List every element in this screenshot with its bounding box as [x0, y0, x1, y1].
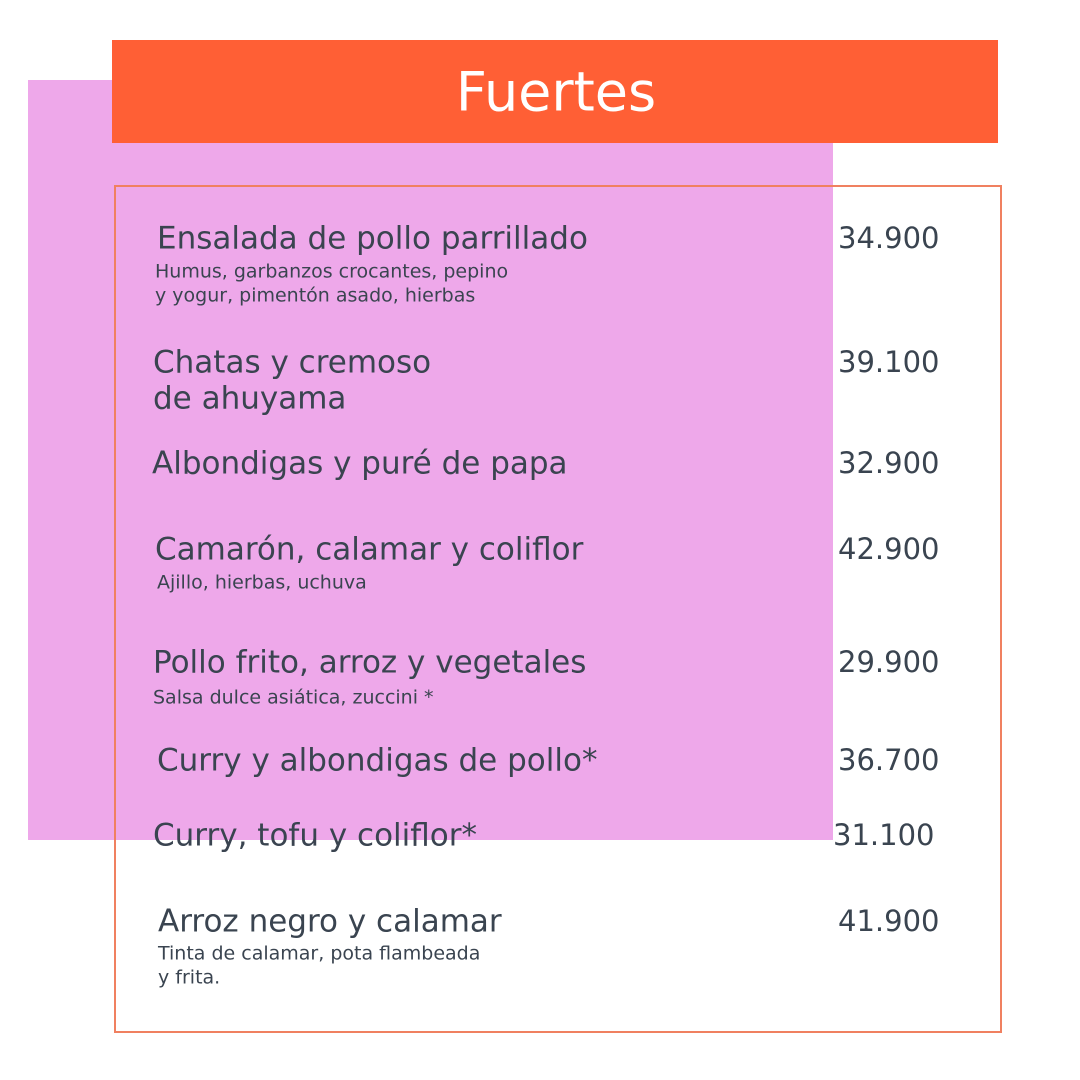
dish-description: Tinta de calamar, pota flambeada: [157, 943, 480, 965]
dish-name: de ahuyama: [153, 381, 346, 417]
dish-name: Curry y albondigas de pollo*: [157, 743, 597, 779]
menu-title: Fuertes: [456, 61, 656, 124]
dish-price: 31.100: [833, 818, 934, 852]
dish-description: Salsa dulce asiática, zuccini *: [153, 687, 434, 709]
dish-name: Chatas y cremoso: [153, 345, 431, 381]
dish-price: 34.900: [838, 221, 939, 255]
dish-description: Ajillo, hierbas, uchuva: [157, 572, 367, 594]
dish-name: Albondigas y puré de papa: [152, 446, 568, 482]
dish-description: y yogur, pimentón asado, hierbas: [155, 285, 475, 307]
dish-price: 41.900: [838, 904, 939, 938]
dish-price: 29.900: [838, 645, 939, 679]
dish-price: 39.100: [838, 345, 939, 379]
dish-description: Humus, garbanzos crocantes, pepino: [155, 261, 508, 283]
dish-name: Pollo frito, arroz y vegetales: [153, 645, 586, 681]
menu-frame: [114, 185, 1002, 1033]
dish-name: Camarón, calamar y coliflor: [155, 532, 584, 568]
dish-description: y frita.: [158, 967, 220, 989]
dish-price: 36.700: [838, 743, 939, 777]
dish-name: Arroz negro y calamar: [158, 904, 502, 940]
dish-name: Curry, tofu y coliflor*: [153, 818, 477, 854]
header-bar: [112, 40, 998, 143]
pink-block: [28, 80, 833, 840]
dish-name: Ensalada de pollo parrillado: [157, 221, 588, 257]
dish-price: 42.900: [838, 532, 939, 566]
dish-price: 32.900: [838, 446, 939, 480]
